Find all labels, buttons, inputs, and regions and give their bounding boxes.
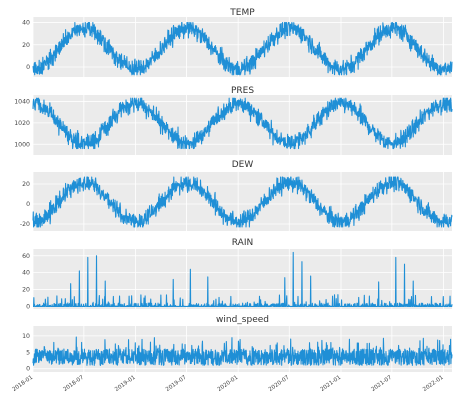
y-tick-label: 0 xyxy=(26,366,30,373)
y-tick-label: -20 xyxy=(20,221,30,228)
y-tick-label: 0 xyxy=(26,303,30,310)
panel-title: wind_speed xyxy=(216,315,269,325)
series-line xyxy=(32,22,453,76)
y-tick-label: 0 xyxy=(26,201,30,208)
y-tick-label: 0 xyxy=(26,64,30,71)
x-tick-label: 2022-01 xyxy=(422,374,445,393)
x-tick-label: 2019-01 xyxy=(114,374,137,393)
panel-pres: 1000 1020 1040 PRES xyxy=(14,86,453,155)
series-line xyxy=(32,97,453,150)
y-tick-label: 40 xyxy=(22,270,30,277)
y-tick-label: 20 xyxy=(22,287,30,294)
y-tick-label: 1000 xyxy=(14,141,30,148)
panel-title: TEMP xyxy=(229,8,255,18)
panel-wind-speed: 0 5 10 wind_speed xyxy=(22,315,453,373)
x-axis: 2018-01 2018-07 2019-01 2019-07 2020-01 2020-… xyxy=(12,374,446,393)
panel-dew: -20 0 20 DEW xyxy=(20,160,453,231)
x-tick-label: 2018-07 xyxy=(62,374,85,393)
panel-title: RAIN xyxy=(232,238,253,248)
x-tick-label: 2021-01 xyxy=(320,374,343,393)
x-tick-label: 2019-07 xyxy=(165,374,188,393)
x-tick-label: 2018-01 xyxy=(12,374,35,393)
y-tick-label: 60 xyxy=(22,253,30,260)
y-tick-label: 20 xyxy=(22,181,30,188)
panel-temp: 0 20 40 TEMP xyxy=(22,8,453,77)
y-tick-label: 10 xyxy=(22,333,30,340)
series-line xyxy=(32,336,453,366)
panel-title: PRES xyxy=(231,86,254,96)
x-tick-label: 2020-07 xyxy=(268,374,291,393)
y-tick-label: 20 xyxy=(22,42,30,49)
y-tick-label: 5 xyxy=(26,349,30,356)
y-tick-label: 40 xyxy=(22,20,30,27)
x-tick-label: 2020-01 xyxy=(217,374,240,393)
panel-rain: 0 20 40 60 RAIN xyxy=(22,238,453,310)
x-tick-label: 2021-07 xyxy=(370,374,393,393)
y-tick-label: 1040 xyxy=(14,98,30,105)
series-line xyxy=(32,251,453,308)
y-tick-label: 1020 xyxy=(14,120,30,127)
panel-title: DEW xyxy=(232,160,254,170)
series-line xyxy=(32,176,453,228)
